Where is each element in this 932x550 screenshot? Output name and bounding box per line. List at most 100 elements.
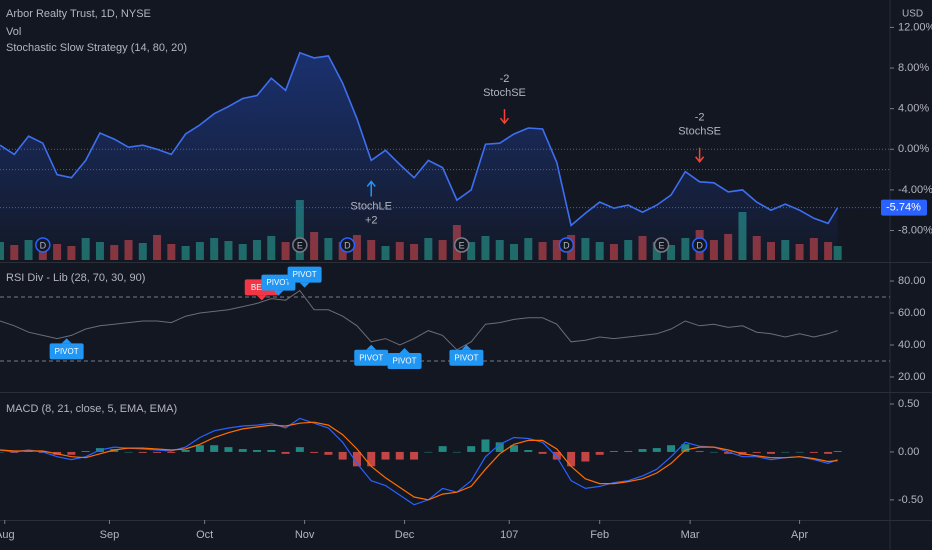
signal-arrow xyxy=(499,109,510,125)
histogram-bar xyxy=(195,445,204,452)
y-tick-label: 8.00% xyxy=(898,62,929,74)
event-label: E xyxy=(659,240,665,250)
price-line xyxy=(0,51,839,227)
histogram-bar xyxy=(638,449,647,452)
histogram-bar xyxy=(724,451,733,454)
histogram-bar xyxy=(210,445,219,452)
histogram-bar xyxy=(524,450,533,452)
last-price-box xyxy=(881,199,927,216)
y-tick-label: 12.00% xyxy=(898,21,932,33)
histogram-bar xyxy=(352,451,361,467)
histogram-bar xyxy=(410,451,419,460)
signal-label: -2 xyxy=(695,112,705,124)
pivot-box xyxy=(261,274,296,291)
x-tick-label: Feb xyxy=(590,529,609,541)
histogram-bar xyxy=(381,451,390,460)
histogram-bar xyxy=(338,451,347,460)
y-tick-label: 80.00 xyxy=(898,275,926,287)
pivot-box xyxy=(49,343,84,360)
macd-line xyxy=(0,417,838,506)
pivot-pointer xyxy=(399,347,410,353)
histogram-bar xyxy=(510,445,519,452)
price-area xyxy=(0,52,838,260)
histogram-bar xyxy=(609,450,618,452)
histogram-bar xyxy=(567,451,576,467)
histogram-bar xyxy=(438,446,447,452)
histogram-bar xyxy=(595,451,604,455)
signal-label: StochLE xyxy=(350,200,392,212)
signal-label: StochSE xyxy=(483,87,526,99)
histogram-bar xyxy=(752,451,761,453)
y-tick-label: 0.00% xyxy=(898,143,929,155)
event-marker xyxy=(35,237,51,253)
event-label: E xyxy=(459,240,465,250)
histogram-bar xyxy=(295,447,304,452)
pivot-label: PIVOT xyxy=(454,353,478,362)
chart-title: Arbor Realty Trust, 1D, NYSE xyxy=(6,8,151,20)
signal-label: -2 xyxy=(500,73,510,85)
macd-line xyxy=(0,421,838,501)
histogram-bar xyxy=(424,451,433,453)
histogram-bar xyxy=(495,442,504,452)
pivot-pointer xyxy=(461,344,472,350)
histogram-bar xyxy=(538,451,547,454)
pivot-box xyxy=(354,349,389,366)
histogram-bar xyxy=(824,451,833,454)
histogram-bar xyxy=(238,449,247,452)
last-price-label: -5.74% xyxy=(886,201,921,213)
event-marker xyxy=(339,237,356,253)
pivot-box xyxy=(387,352,422,369)
signal-arrow xyxy=(695,147,705,163)
x-tick-label: Dec xyxy=(395,529,415,541)
pivot-pointer xyxy=(61,338,72,344)
signal-label: StochSE xyxy=(678,126,721,138)
histogram-bar xyxy=(452,451,461,453)
x-tick-label: Sep xyxy=(100,529,120,541)
pivot-box xyxy=(287,266,322,283)
histogram-bar xyxy=(0,451,4,453)
y-tick-label: -0.50 xyxy=(898,494,923,506)
event-marker xyxy=(653,237,670,253)
histogram-bar xyxy=(833,450,842,452)
histogram-bar xyxy=(310,451,319,453)
currency-unit: USD xyxy=(902,9,923,20)
histogram-bar xyxy=(395,451,404,460)
y-tick-label: 20.00 xyxy=(898,371,926,383)
histogram-bar xyxy=(781,451,790,453)
y-tick-label: 60.00 xyxy=(898,307,926,319)
histogram-bar xyxy=(681,444,690,452)
histogram-bar xyxy=(667,445,676,452)
histogram-bar xyxy=(324,451,333,455)
pivot-pointer xyxy=(256,295,267,301)
event-label: E xyxy=(297,240,303,250)
histogram-bar xyxy=(167,451,176,453)
histogram-bar xyxy=(281,451,290,454)
event-marker xyxy=(691,237,708,253)
signal-arrow xyxy=(366,180,376,197)
y-tick-label: -8.00% xyxy=(898,224,932,236)
indicator-label: Stochastic Slow Strategy (14, 80, 20) xyxy=(6,42,187,54)
histogram-bar xyxy=(267,450,276,452)
histogram-bar xyxy=(809,451,818,453)
histogram-bar xyxy=(81,450,90,452)
pivot-pointer xyxy=(299,282,310,288)
histogram-bar xyxy=(652,448,661,452)
histogram-bar xyxy=(124,451,133,453)
x-tick-label: Apr xyxy=(791,529,808,541)
event-marker xyxy=(292,237,308,253)
histogram-bar xyxy=(181,450,190,452)
rsi-line xyxy=(0,289,838,351)
pivot-label: PIVOT xyxy=(266,278,290,287)
histogram-bar xyxy=(467,446,476,452)
histogram-bar xyxy=(481,439,490,452)
pivot-label: PIVOT xyxy=(293,270,317,279)
pivot-box xyxy=(449,349,484,366)
pivot-pointer xyxy=(273,290,284,296)
x-tick-label: 107 xyxy=(500,529,518,541)
signal-label: +2 xyxy=(365,214,378,226)
x-tick-label: Aug xyxy=(0,529,15,541)
histogram-bar xyxy=(552,451,561,460)
event-marker xyxy=(558,237,575,253)
indicator-title: RSI Div - Lib (28, 70, 30, 90) xyxy=(6,272,145,284)
y-tick-label: -4.00% xyxy=(898,184,932,196)
